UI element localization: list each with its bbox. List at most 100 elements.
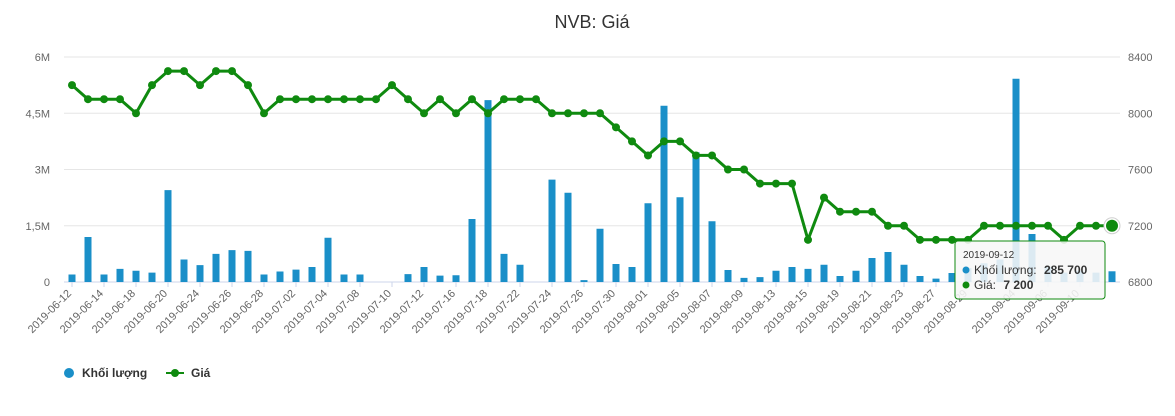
price-point[interactable] bbox=[180, 67, 188, 76]
volume-bar[interactable] bbox=[772, 270, 780, 282]
price-point[interactable] bbox=[228, 67, 236, 76]
price-point[interactable] bbox=[980, 221, 988, 230]
volume-bar[interactable] bbox=[212, 253, 220, 282]
volume-bar[interactable] bbox=[916, 276, 924, 282]
volume-bar[interactable] bbox=[804, 268, 812, 282]
price-point[interactable] bbox=[836, 207, 844, 216]
price-point[interactable] bbox=[708, 151, 716, 160]
volume-bar[interactable] bbox=[580, 280, 588, 282]
volume-bar[interactable] bbox=[564, 192, 572, 282]
volume-bar[interactable] bbox=[308, 267, 316, 282]
price-point[interactable] bbox=[452, 109, 460, 118]
volume-bar[interactable] bbox=[452, 275, 460, 282]
volume-bar[interactable] bbox=[884, 252, 892, 282]
volume-bar[interactable] bbox=[260, 274, 268, 283]
volume-bar[interactable] bbox=[820, 264, 828, 282]
price-point[interactable] bbox=[580, 109, 588, 118]
price-point[interactable] bbox=[500, 95, 508, 104]
price-point[interactable] bbox=[84, 95, 92, 104]
price-point[interactable] bbox=[868, 207, 876, 216]
price-point[interactable] bbox=[164, 67, 172, 76]
price-point[interactable] bbox=[68, 81, 76, 90]
volume-bar[interactable] bbox=[356, 274, 364, 283]
price-point[interactable] bbox=[596, 109, 604, 118]
price-point[interactable] bbox=[644, 151, 652, 160]
volume-bar[interactable] bbox=[116, 268, 124, 282]
legend-item-volume[interactable]: Khối lượng bbox=[64, 366, 147, 380]
volume-bar[interactable] bbox=[644, 203, 652, 282]
volume-bar[interactable] bbox=[836, 276, 844, 282]
volume-bar[interactable] bbox=[1012, 78, 1020, 282]
price-point[interactable] bbox=[692, 151, 700, 160]
volume-bar[interactable] bbox=[100, 274, 108, 283]
volume-bar[interactable] bbox=[900, 264, 908, 282]
price-point[interactable] bbox=[356, 95, 364, 104]
volume-bar[interactable] bbox=[276, 271, 284, 283]
volume-bar[interactable] bbox=[484, 100, 492, 282]
volume-bar[interactable] bbox=[164, 190, 172, 282]
volume-bar[interactable] bbox=[180, 259, 188, 283]
volume-bar[interactable] bbox=[468, 219, 476, 282]
legend-item-price[interactable]: Giá bbox=[166, 366, 211, 380]
volume-bar[interactable] bbox=[420, 267, 428, 282]
price-point[interactable] bbox=[548, 109, 556, 118]
volume-bar[interactable] bbox=[148, 272, 156, 282]
price-point[interactable] bbox=[116, 95, 124, 104]
volume-bar[interactable] bbox=[516, 264, 524, 282]
volume-bar[interactable] bbox=[628, 267, 636, 282]
price-point[interactable] bbox=[404, 95, 412, 104]
price-point[interactable] bbox=[516, 95, 524, 104]
volume-bar[interactable] bbox=[244, 250, 252, 282]
price-point[interactable] bbox=[820, 193, 828, 202]
volume-bar[interactable] bbox=[84, 237, 92, 282]
volume-bar[interactable] bbox=[548, 179, 556, 282]
price-point[interactable] bbox=[788, 179, 796, 188]
price-point[interactable] bbox=[388, 81, 396, 90]
price-point[interactable] bbox=[324, 95, 332, 104]
price-point[interactable] bbox=[468, 95, 476, 104]
volume-bar[interactable] bbox=[132, 270, 140, 282]
price-point[interactable] bbox=[308, 95, 316, 104]
price-point[interactable] bbox=[276, 95, 284, 104]
volume-bar[interactable] bbox=[932, 278, 940, 282]
price-point[interactable] bbox=[1092, 221, 1100, 230]
volume-bar[interactable] bbox=[436, 275, 444, 282]
price-point[interactable] bbox=[1028, 221, 1036, 230]
price-point[interactable] bbox=[852, 207, 860, 216]
volume-bar[interactable] bbox=[1108, 271, 1116, 282]
price-point[interactable] bbox=[772, 179, 780, 188]
price-point[interactable] bbox=[612, 123, 620, 132]
volume-bar[interactable] bbox=[404, 274, 412, 282]
volume-bar[interactable] bbox=[68, 274, 76, 283]
price-point[interactable] bbox=[1076, 221, 1084, 230]
volume-bar[interactable] bbox=[740, 277, 748, 282]
volume-bar[interactable] bbox=[948, 273, 956, 282]
price-point[interactable] bbox=[100, 95, 108, 104]
price-point[interactable] bbox=[900, 221, 908, 230]
volume-bar[interactable] bbox=[788, 267, 796, 282]
price-point[interactable] bbox=[756, 179, 764, 188]
volume-bar[interactable] bbox=[596, 228, 604, 282]
price-point[interactable] bbox=[436, 95, 444, 104]
volume-bar[interactable] bbox=[756, 277, 764, 282]
price-point[interactable] bbox=[948, 235, 956, 244]
price-point[interactable] bbox=[196, 81, 204, 90]
price-point[interactable] bbox=[484, 109, 492, 118]
price-point[interactable] bbox=[884, 221, 892, 230]
volume-bar[interactable] bbox=[340, 274, 348, 283]
price-point[interactable] bbox=[292, 95, 300, 104]
volume-bar[interactable] bbox=[676, 197, 684, 282]
price-point[interactable] bbox=[564, 109, 572, 118]
price-point[interactable] bbox=[660, 137, 668, 146]
volume-bar[interactable] bbox=[724, 270, 732, 282]
volume-bar[interactable] bbox=[692, 152, 700, 282]
price-point[interactable] bbox=[372, 95, 380, 104]
price-point[interactable] bbox=[244, 81, 252, 90]
volume-bar[interactable] bbox=[868, 258, 876, 282]
price-point[interactable] bbox=[532, 95, 540, 104]
price-point[interactable] bbox=[1012, 221, 1020, 230]
price-point[interactable] bbox=[996, 221, 1004, 230]
price-point[interactable] bbox=[676, 137, 684, 146]
price-point[interactable] bbox=[740, 165, 748, 174]
price-point[interactable] bbox=[1044, 221, 1052, 230]
